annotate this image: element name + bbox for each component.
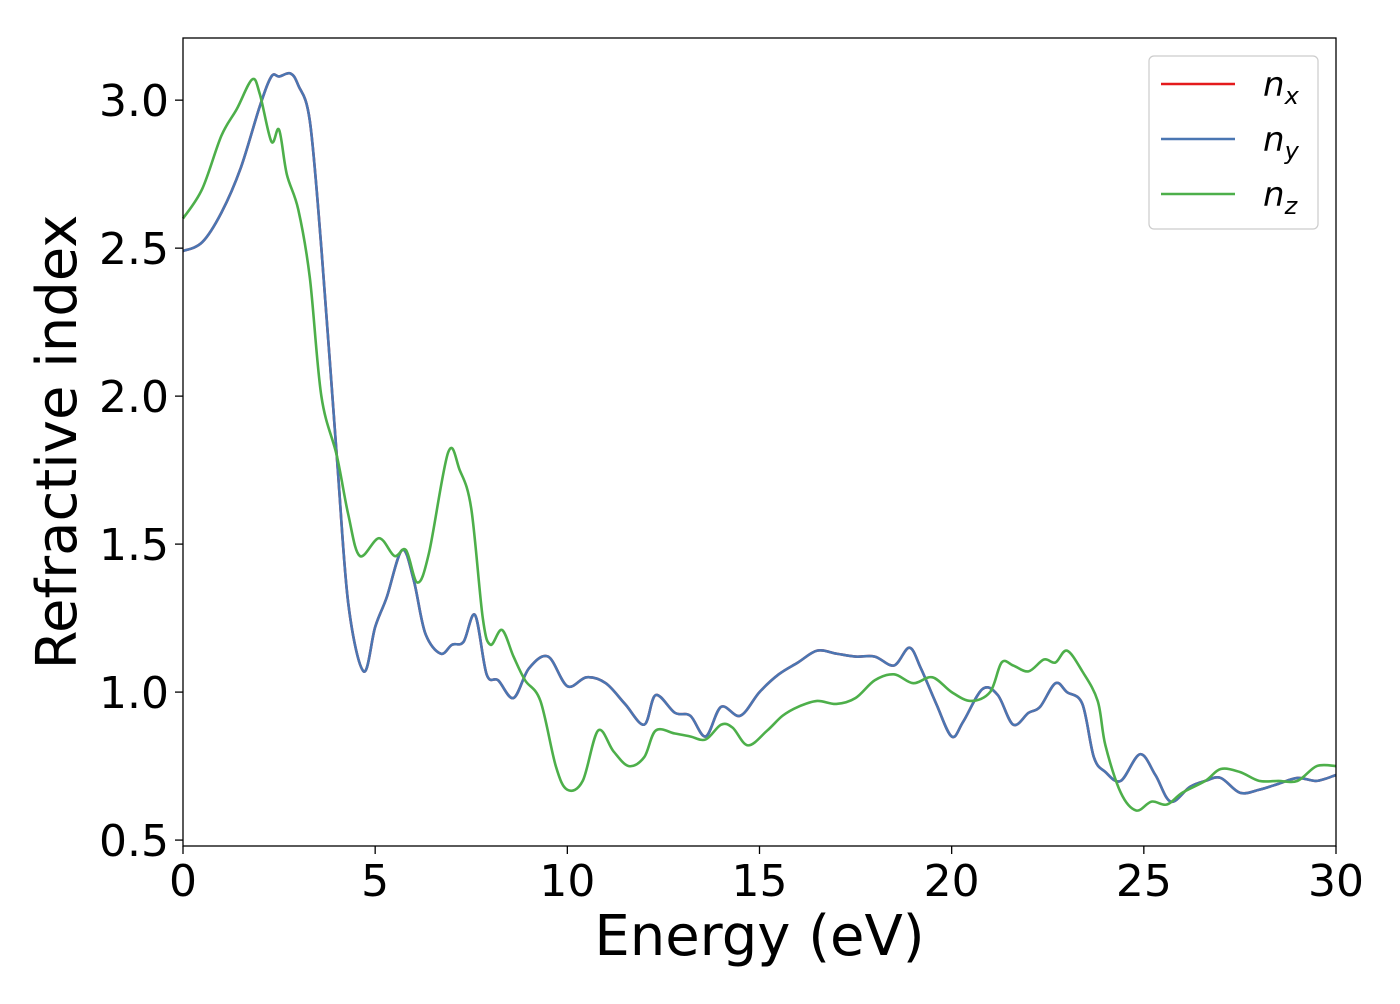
series-layer	[181, 71, 1337, 812]
y-axis: 0.5 1.0 1.5 2.0 2.5 3.0	[99, 76, 183, 867]
y-tick-label: 1.0	[99, 668, 169, 719]
x-tick-label: 10	[539, 856, 595, 907]
x-tick-label: 15	[732, 856, 788, 907]
x-tick-label: 5	[361, 856, 389, 907]
x-tick-label: 20	[924, 856, 980, 907]
y-tick-label: 2.5	[99, 224, 169, 275]
series-line-n-y	[182, 71, 1337, 803]
y-tick-label: 2.0	[99, 372, 169, 423]
y-tick-label: 0.5	[99, 816, 169, 867]
legend-label-subscript: z	[1284, 192, 1299, 220]
y-tick-label: 3.0	[99, 76, 169, 127]
x-axis: 0 5 10 15 20 25 30	[169, 846, 1364, 907]
x-tick-label: 25	[1116, 856, 1172, 907]
y-tick-label: 1.5	[99, 520, 169, 571]
x-axis-title: Energy (eV)	[594, 904, 924, 969]
legend-label-subscript: y	[1284, 137, 1300, 165]
legend-label-subscript: x	[1284, 82, 1300, 110]
y-axis-title: Refractive index	[25, 215, 90, 670]
x-tick-label: 30	[1308, 856, 1364, 907]
legend-frame	[1148, 55, 1319, 230]
x-tick-label: 0	[169, 856, 197, 907]
series-line-n-z	[181, 77, 1337, 812]
